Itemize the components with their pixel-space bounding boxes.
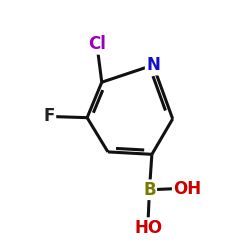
Text: OH: OH	[173, 180, 202, 198]
Text: F: F	[44, 108, 55, 126]
Text: N: N	[146, 56, 160, 74]
Text: B: B	[143, 181, 156, 199]
Text: Cl: Cl	[88, 35, 106, 53]
Text: HO: HO	[134, 219, 162, 237]
